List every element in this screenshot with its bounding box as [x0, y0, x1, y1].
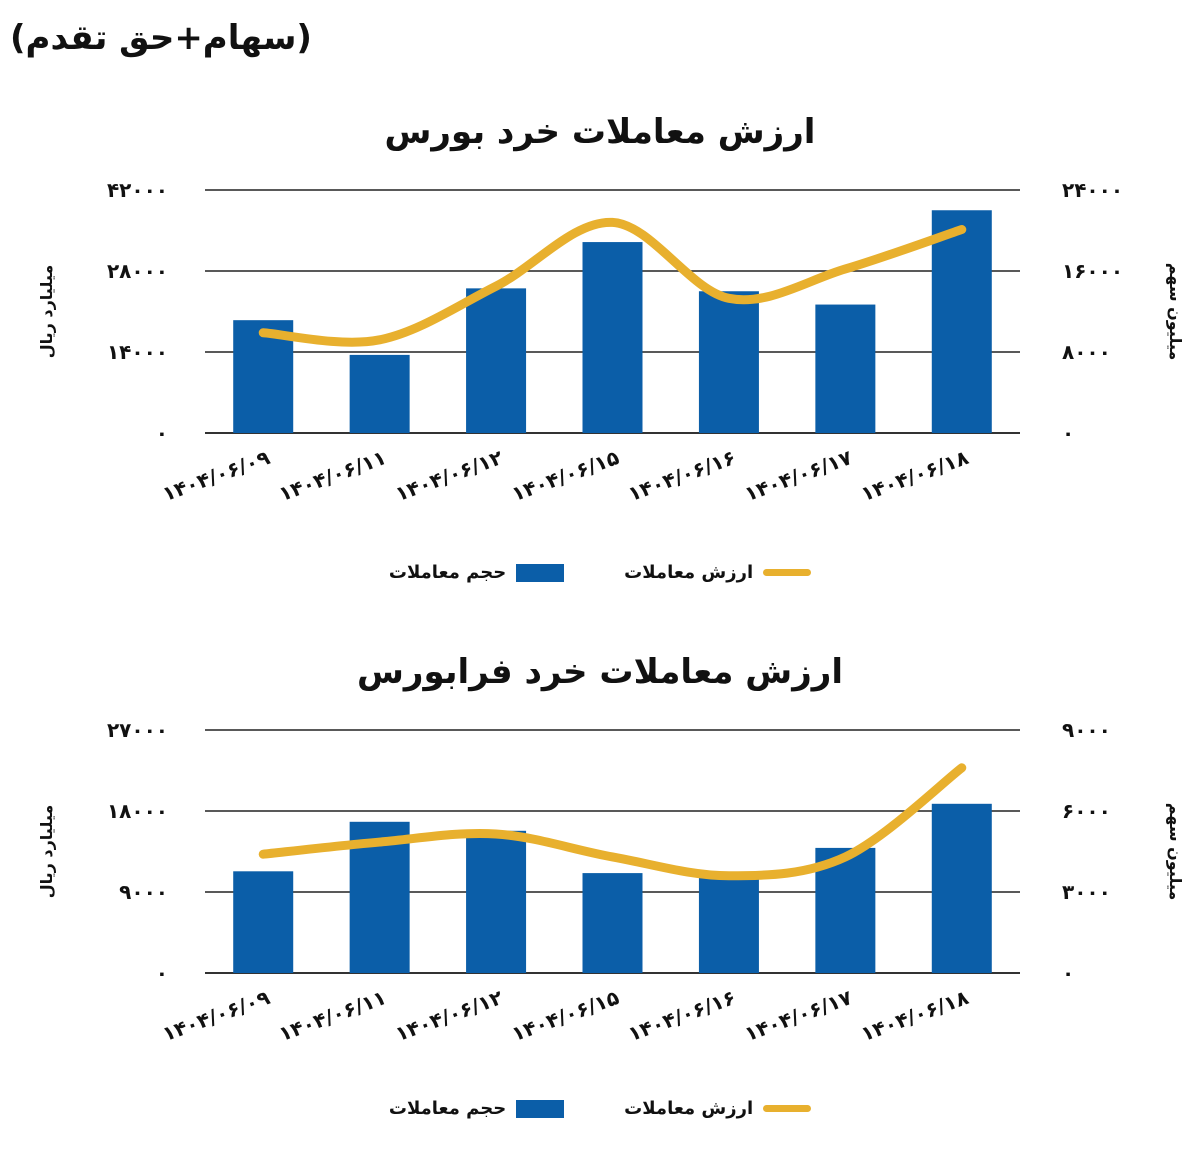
- bar: [931, 210, 992, 433]
- chart-legend: ارزش معاملات حجم معاملات: [0, 562, 1200, 583]
- bar: [466, 288, 527, 433]
- page-header: (سهام+حق تقدم): [10, 18, 312, 58]
- x-tick-label: ۱۴۰۴/۰۶/۱۵: [509, 445, 623, 506]
- legend-line-swatch: [763, 569, 812, 576]
- legend-bar-swatch: [516, 563, 565, 582]
- bar: [349, 354, 410, 433]
- bar: [698, 291, 759, 433]
- x-tick-label: ۱۴۰۴/۰۶/۱۸: [858, 445, 972, 506]
- left-axis-label: میلیارد ریال: [37, 265, 56, 359]
- bar: [582, 873, 643, 973]
- left-tick-label: ۱۸۰۰۰: [107, 799, 168, 823]
- right-tick-label: ۲۴۰۰۰: [1062, 178, 1123, 202]
- legend-bar-label: حجم معاملات: [388, 562, 507, 583]
- left-tick-label: ۱۴۰۰۰: [107, 340, 168, 364]
- legend-bar-swatch: [516, 1099, 565, 1118]
- chart-bourse: ۰ ۰ ۱۴۰۰۰ ۸۰۰۰ ۲۸۰۰۰ ۱۶۰۰۰ ۴۲۰۰۰ ۲۴۰۰۰ میلیارد ر…: [37, 178, 1185, 506]
- right-tick-label: ۶۰۰۰: [1062, 799, 1111, 823]
- bar: [233, 871, 294, 973]
- bar: [931, 803, 992, 973]
- chart-panel-bourse: ارزش معاملات خرد بورس ۰ ۰ ۱۴۰۰۰ ۸۰۰۰ ۲۸۰۰۰ ۱۶…: [0, 100, 1200, 600]
- right-tick-label: ۰: [1062, 421, 1074, 445]
- right-axis-label: میلیون سهم: [1166, 803, 1185, 901]
- legend-bar-label: حجم معاملات: [388, 1098, 507, 1119]
- right-tick-label: ۰: [1062, 961, 1074, 985]
- x-tick-label: ۱۴۰۴/۰۶/۱۷: [741, 985, 855, 1046]
- x-tick-label: ۱۴۰۴/۰۶/۱۶: [625, 445, 739, 506]
- left-tick-label: ۰: [156, 421, 168, 445]
- right-tick-label: ۱۶۰۰۰: [1062, 259, 1123, 283]
- x-tick-label: ۱۴۰۴/۰۶/۰۹: [159, 985, 273, 1046]
- left-axis-label: میلیارد ریال: [37, 805, 56, 899]
- chart-panel-farabourse: ارزش معاملات خرد فرابورس ۰ ۰ ۹۰۰۰ ۳۰۰۰ ۱۸۰۰۰…: [0, 640, 1200, 1140]
- bar: [582, 242, 643, 433]
- x-tick-label: ۱۴۰۴/۰۶/۱۶: [625, 985, 739, 1046]
- legend-item-bar: حجم معاملات: [388, 1098, 565, 1119]
- x-tick-label: ۱۴۰۴/۰۶/۱۵: [509, 985, 623, 1046]
- legend-line-label: ارزش معاملات: [624, 1098, 754, 1119]
- legend-line-label: ارزش معاملات: [624, 562, 754, 583]
- right-tick-label: ۳۰۰۰: [1062, 880, 1111, 904]
- legend-line-swatch: [763, 1105, 812, 1112]
- x-tick-label: ۱۴۰۴/۰۶/۱۲: [392, 985, 506, 1046]
- left-tick-label: ۲۷۰۰۰: [107, 718, 168, 742]
- x-tick-label: ۱۴۰۴/۰۶/۱۷: [741, 445, 855, 506]
- left-tick-label: ۲۸۰۰۰: [107, 259, 168, 283]
- x-tick-label: ۱۴۰۴/۰۶/۱۸: [858, 985, 972, 1046]
- left-tick-label: ۴۲۰۰۰: [107, 178, 168, 202]
- right-tick-label: ۸۰۰۰: [1062, 340, 1111, 364]
- legend-item-line: ارزش معاملات: [624, 1098, 812, 1119]
- left-tick-label: ۰: [156, 961, 168, 985]
- bar: [466, 830, 527, 973]
- x-tick-label: ۱۴۰۴/۰۶/۰۹: [159, 445, 273, 506]
- right-axis-label: میلیون سهم: [1166, 263, 1185, 361]
- chart-title: ارزش معاملات خرد بورس: [384, 112, 816, 152]
- bar: [698, 877, 759, 973]
- chart-farabourse: ۰ ۰ ۹۰۰۰ ۳۰۰۰ ۱۸۰۰۰ ۶۰۰۰ ۲۷۰۰۰ ۹۰۰۰ میلیارد ریال…: [37, 718, 1185, 1046]
- x-tick-label: ۱۴۰۴/۰۶/۱۲: [392, 445, 506, 506]
- x-tick-label: ۱۴۰۴/۰۶/۱۱: [276, 445, 390, 506]
- legend-item-bar: حجم معاملات: [388, 562, 565, 583]
- x-tick-label: ۱۴۰۴/۰۶/۱۱: [276, 985, 390, 1046]
- right-tick-label: ۹۰۰۰: [1062, 718, 1111, 742]
- chart-title: ارزش معاملات خرد فرابورس: [356, 652, 843, 692]
- left-tick-label: ۹۰۰۰: [119, 880, 168, 904]
- chart-legend: ارزش معاملات حجم معاملات: [0, 1098, 1200, 1119]
- legend-item-line: ارزش معاملات: [624, 562, 812, 583]
- bar: [815, 304, 876, 433]
